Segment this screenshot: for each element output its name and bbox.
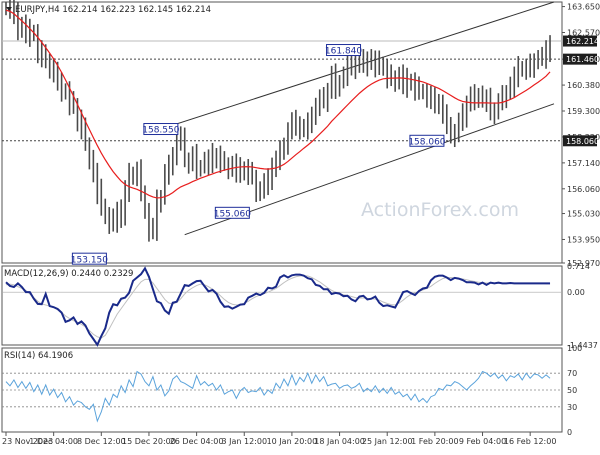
current-price-tag: 162.214 xyxy=(566,37,599,46)
macd-tick-label: 0.00 xyxy=(567,288,585,297)
annotation-label: 158.060 xyxy=(408,137,445,147)
watermark: ActionForex.com xyxy=(361,199,519,221)
channel-line-0 xyxy=(160,1,555,130)
price-tick-label: 163.650 xyxy=(567,3,600,12)
level-tag-bg-0 xyxy=(563,53,597,65)
annotation-box-1 xyxy=(143,123,179,136)
annotation-label: 153.150 xyxy=(71,255,108,265)
level-tag: 161.460 xyxy=(566,55,599,64)
annotation-box-3 xyxy=(326,44,362,57)
x-tick-label: 1 Feb 20:00 xyxy=(411,437,458,446)
x-tick-label: 18 Jan 04:00 xyxy=(314,437,365,446)
macd-tick-label: 0.714 xyxy=(567,262,590,271)
annotation-label: 161.840 xyxy=(325,47,362,57)
rsi-tick-label: 0 xyxy=(567,428,572,437)
x-tick-label: 26 Dec 04:00 xyxy=(170,437,224,446)
x-tick-label: 3 Jan 12:00 xyxy=(221,437,267,446)
annotation-label: 158.550 xyxy=(142,126,179,136)
macd-tick-label: -1.4437 xyxy=(567,341,598,350)
rsi-tick-label: 70 xyxy=(567,369,577,378)
x-tick-label: 10 Jan 20:00 xyxy=(267,437,318,446)
chart-title: EURJPY,H4 162.214 162.223 162.145 162.21… xyxy=(15,5,211,15)
price-tick-label: 157.140 xyxy=(567,159,600,168)
macd-title: MACD(12,26,9) 0.2440 0.2329 xyxy=(4,269,133,279)
x-tick-label: 8 Dec 12:00 xyxy=(77,437,126,446)
rsi-line xyxy=(5,370,551,423)
level-tag-bg-1 xyxy=(563,135,597,147)
pane-frame-0 xyxy=(1,1,563,264)
annotation-box-2 xyxy=(214,206,250,219)
price-tick-label: 159.300 xyxy=(567,107,600,116)
x-tick-label: 25 Jan 12:00 xyxy=(362,437,413,446)
price-tick-label: 160.380 xyxy=(567,81,600,90)
dropdown-triangle-icon xyxy=(6,7,12,11)
pane-frame-1 xyxy=(1,265,563,346)
x-tick-label: 15 Dec 20:00 xyxy=(122,437,176,446)
price-tick-label: 152.970 xyxy=(567,259,600,268)
annotation-box-4 xyxy=(409,134,445,147)
price-tick-label: 153.950 xyxy=(567,235,600,244)
macd-line xyxy=(5,266,551,347)
price-tick-label: 155.030 xyxy=(567,210,600,219)
x-tick-label: 23 Nov 2023 xyxy=(2,437,53,446)
level-tag: 158.060 xyxy=(566,137,599,146)
annotation-label: 155.060 xyxy=(214,209,251,219)
ema-line xyxy=(5,9,551,199)
price-tick-label: 162.570 xyxy=(567,28,600,37)
x-tick-label: 1 Dec 04:00 xyxy=(29,437,78,446)
annotation-box-0 xyxy=(71,252,107,265)
x-tick-label: 9 Feb 04:00 xyxy=(459,437,506,446)
rsi-tick-label: 100 xyxy=(567,344,582,353)
rsi-title: RSI(14) 64.1906 xyxy=(4,351,73,361)
rsi-tick-label: 50 xyxy=(567,386,577,395)
price-tick-label: 156.060 xyxy=(567,185,600,194)
rsi-tick-label: 30 xyxy=(567,403,577,412)
current-price-tag-bg xyxy=(563,35,597,47)
x-tick-label: 16 Feb 12:00 xyxy=(504,437,556,446)
